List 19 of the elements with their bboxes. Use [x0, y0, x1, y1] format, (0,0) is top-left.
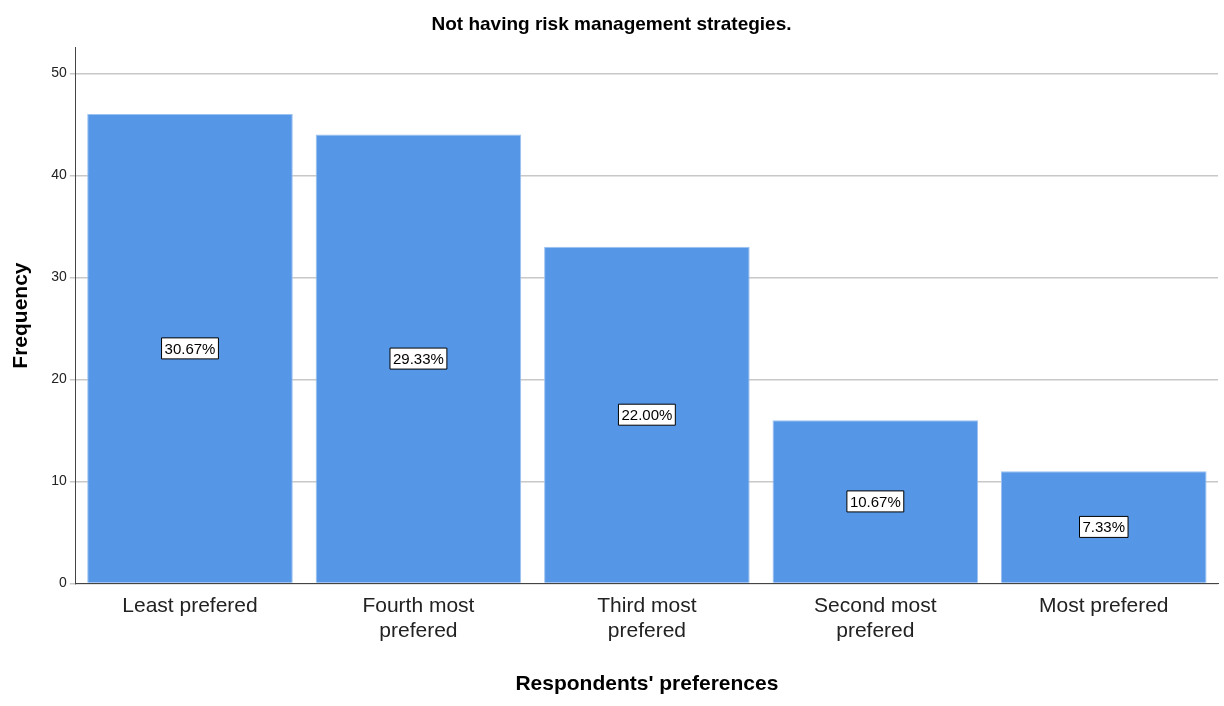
- x-tick-label: Third most prefered: [597, 592, 697, 641]
- y-tick-label: 50: [51, 64, 67, 81]
- x-tick-label: Most prefered: [1039, 592, 1169, 616]
- y-tick-label: 20: [51, 370, 67, 387]
- annotation: 30.67%: [164, 339, 216, 357]
- annotation: 10.67%: [849, 492, 901, 510]
- annotation: 29.33%: [393, 349, 444, 367]
- y-tick-label: 10: [51, 472, 67, 489]
- y-tick-label: 40: [51, 166, 67, 183]
- x-tick-label: Second most prefered: [814, 592, 937, 641]
- annotation: 22.00%: [621, 405, 673, 423]
- x-tick-label: Least prefered: [122, 592, 258, 616]
- x-axis-title: Respondents' preferences: [515, 671, 779, 695]
- y-tick-label: 0: [58, 574, 67, 591]
- y-tick-label: 30: [51, 268, 67, 285]
- annotation: 7.33%: [1082, 518, 1126, 536]
- y-axis-title: Frequency: [8, 262, 32, 369]
- chart-title: Not having risk management strategies.: [431, 12, 792, 34]
- x-tick-label: Fourth most prefered: [362, 592, 475, 641]
